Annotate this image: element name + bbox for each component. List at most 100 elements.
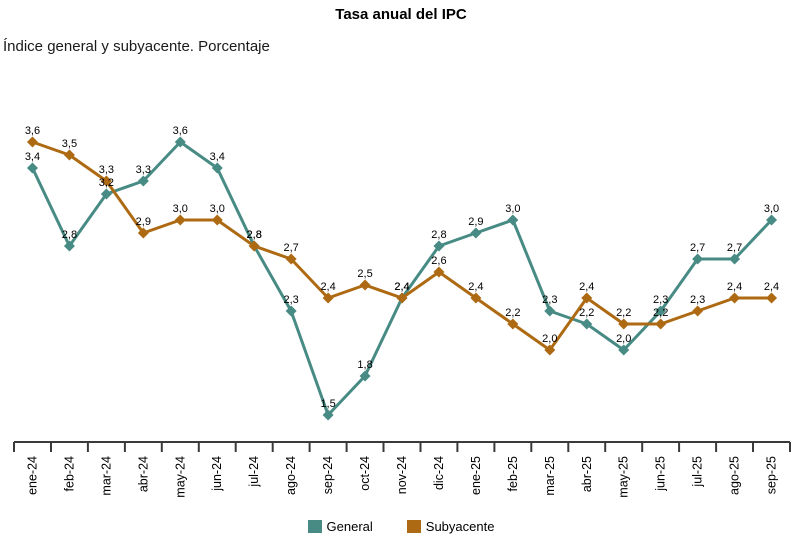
legend-item-general: General [307,519,373,534]
data-point-marker [211,214,223,226]
data-point-marker [285,305,297,317]
data-label: 2,2 [653,307,668,319]
data-label: 2,2 [579,307,594,319]
data-label: 1,5 [320,398,335,410]
data-label: 2,4 [394,281,409,293]
data-label: 2,0 [542,333,557,345]
data-label: 3,3 [136,164,151,176]
x-axis-label: oct-24 [358,456,372,491]
x-axis-label: feb-24 [62,456,76,491]
data-label: 2,2 [505,307,520,319]
data-point-marker [100,188,112,200]
data-label: 2,7 [283,242,298,254]
x-axis-label: nov-24 [395,456,409,494]
data-point-marker [655,318,667,330]
data-label: 2,0 [616,333,631,345]
x-axis-label: sep-24 [321,456,335,494]
data-label: 2,9 [136,216,151,228]
x-axis-label: jul-24 [247,456,261,488]
legend-label-subyacente: Subyacente [425,519,495,534]
x-axis-label: may-25 [617,456,631,498]
data-point-marker [174,136,186,148]
data-label: 3,0 [210,203,225,215]
data-point-marker [174,214,186,226]
legend-item-subyacente: Subyacente [406,519,495,534]
data-point-marker [396,292,408,304]
legend: General Subyacente [0,519,802,534]
x-axis-label: ago-25 [728,456,742,495]
data-point-marker [137,227,149,239]
data-point-marker [507,214,519,226]
data-label: 2,4 [394,281,409,293]
x-axis-label: ene-25 [469,456,483,495]
x-axis-label: abr-25 [580,456,594,492]
data-label: 1,8 [357,359,372,371]
legend-swatch-general [307,520,322,533]
data-point-marker [729,253,741,265]
data-point-marker [470,292,482,304]
data-point-marker [285,253,297,265]
data-point-marker [359,279,371,291]
data-point-marker [544,305,556,317]
data-label: 3,4 [25,151,40,163]
data-point-marker [544,344,556,356]
x-axis-label: jul-25 [691,456,705,488]
data-label: 3,4 [210,151,225,163]
legend-swatch-subyacente [406,520,421,533]
x-axis-label: mar-24 [99,456,113,496]
data-point-marker [63,149,75,161]
data-point-marker [100,175,112,187]
data-point-marker [692,253,704,265]
data-label: 2,9 [468,216,483,228]
data-label: 2,3 [283,294,298,306]
data-label: 3,6 [173,125,188,137]
data-label: 2,2 [616,307,631,319]
data-point-marker [248,240,260,252]
data-point-marker [655,305,667,317]
data-label: 2,3 [653,294,668,306]
data-point-marker [433,266,445,278]
chart-subtitle: Índice general y subyacente. Porcentaje [3,38,270,55]
data-point-marker [63,240,75,252]
data-point-marker [618,344,630,356]
data-label: 3,0 [505,203,520,215]
data-point-marker [137,175,149,187]
data-label: 2,8 [431,229,446,241]
data-point-marker [211,162,223,174]
x-axis-label: jun-25 [654,456,668,492]
data-label: 2,4 [727,281,742,293]
data-point-marker [359,370,371,382]
data-point-marker [507,318,519,330]
data-label: 3,0 [764,203,779,215]
data-label: 2,8 [247,229,262,241]
data-label: 2,4 [764,281,779,293]
x-axis-label: sep-25 [765,456,779,494]
data-label: 3,2 [99,177,114,189]
data-label: 2,5 [357,268,372,280]
data-point-marker [729,292,741,304]
data-point-marker [692,305,704,317]
data-point-marker [433,240,445,252]
data-point-marker [26,136,38,148]
x-axis [13,441,791,452]
data-label: 2,3 [542,294,557,306]
data-point-marker [322,409,334,421]
data-label: 2,7 [690,242,705,254]
x-axis-label: feb-25 [506,456,520,491]
data-point-marker [322,292,334,304]
data-label: 2,7 [727,242,742,254]
data-label: 2,8 [247,229,262,241]
data-label: 3,5 [62,138,77,150]
x-axis-label: ago-24 [284,456,298,495]
x-axis-label: jun-24 [210,456,224,492]
x-axis-label: dic-24 [432,456,446,490]
data-point-marker [581,292,593,304]
data-label: 2,8 [62,229,77,241]
data-point-marker [766,214,778,226]
x-axis-label: ene-24 [25,456,39,495]
data-point-marker [26,162,38,174]
legend-label-general: General [326,519,373,534]
data-point-marker [618,318,630,330]
